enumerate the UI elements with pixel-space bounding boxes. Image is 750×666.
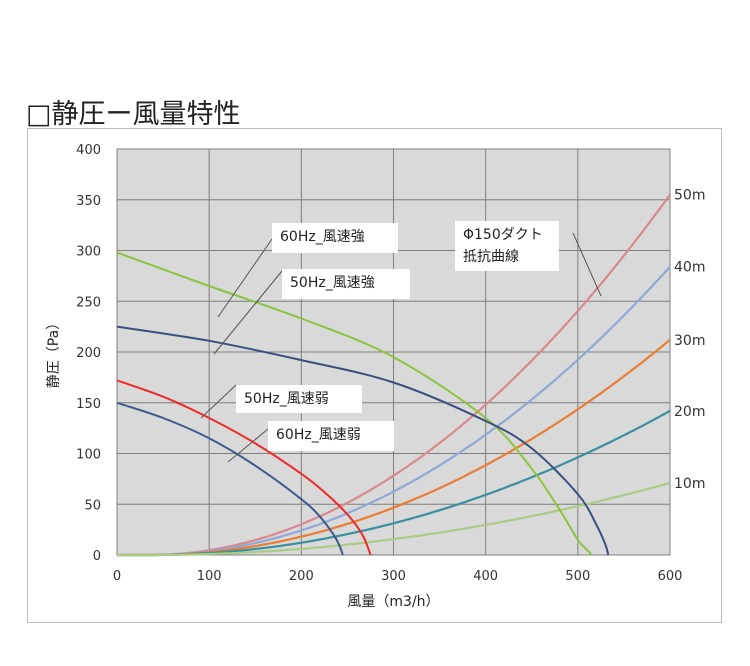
duct-length-label: 40m [674, 260, 705, 276]
callout-50hz-weak-text: 50Hz_風速弱 [244, 391, 329, 407]
callout-duct-text: Φ150ダクト [463, 227, 543, 243]
x-tick-label: 100 [197, 569, 222, 584]
y-tick-label: 0 [93, 549, 101, 564]
chart-frame: 0 50 100 150 200 250 300 350 400 0 100 200 300 400 500… [27, 128, 722, 623]
plot-border [116, 148, 671, 556]
x-tick-label: 0 [113, 569, 121, 584]
x-tick-label: 400 [473, 569, 498, 584]
page-title: □静圧ー風量特性 [26, 99, 241, 130]
y-tick-label: 300 [76, 245, 101, 260]
callout-duct-leader [572, 232, 602, 297]
y-tick-label: 100 [76, 448, 101, 463]
duct-curve-10m [117, 481, 671, 557]
callout-duct-box [455, 221, 559, 271]
callout-50hz-weak-box [236, 385, 362, 413]
callout-50hz-strong-leader [213, 270, 283, 355]
y-tick-label: 200 [76, 346, 101, 361]
callout-60hz-weak-leader [227, 428, 269, 463]
y-tick-label: 400 [76, 143, 101, 158]
fan-curve-1 [116, 251, 593, 556]
y-tick-label: 350 [76, 194, 101, 209]
callout-duct-text: 抵抗曲線 [463, 249, 519, 265]
callout-60hz-strong-box [272, 223, 398, 253]
static-pressure-airflow-chart: 0 50 100 150 200 250 300 350 400 0 100 200 300 400 500… [46, 143, 705, 610]
callout-60hz-weak-box [268, 421, 394, 451]
callout-50hz-weak-leader [200, 384, 237, 419]
y-tick-label: 50 [84, 498, 101, 513]
duct-length-label: 10m [674, 476, 705, 492]
callout-60hz-weak-text: 60Hz_風速弱 [276, 427, 361, 443]
x-tick-label: 300 [381, 569, 406, 584]
x-tick-label: 200 [289, 569, 314, 584]
y-axis-label: 静圧（Pa） [46, 316, 62, 388]
y-tick-label: 150 [76, 397, 101, 412]
duct-length-label: 50m [674, 188, 705, 204]
x-tick-label: 600 [658, 569, 683, 584]
callout-50hz-strong-box [282, 269, 410, 299]
x-axis-label: 風量（m3/h） [347, 594, 439, 610]
duct-length-label: 30m [674, 333, 705, 349]
callout-60hz-strong-leader [217, 238, 273, 318]
fan-curve-3 [116, 379, 372, 556]
x-tick-label: 500 [565, 569, 590, 584]
fan-curve-4 [116, 401, 344, 556]
callout-60hz-strong-text: 60Hz_風速強 [280, 229, 365, 245]
duct-length-label: 20m [674, 404, 705, 420]
y-tick-label: 250 [76, 295, 101, 310]
fan-curve-2 [116, 325, 610, 556]
callout-50hz-strong-text: 50Hz_風速強 [290, 275, 375, 291]
